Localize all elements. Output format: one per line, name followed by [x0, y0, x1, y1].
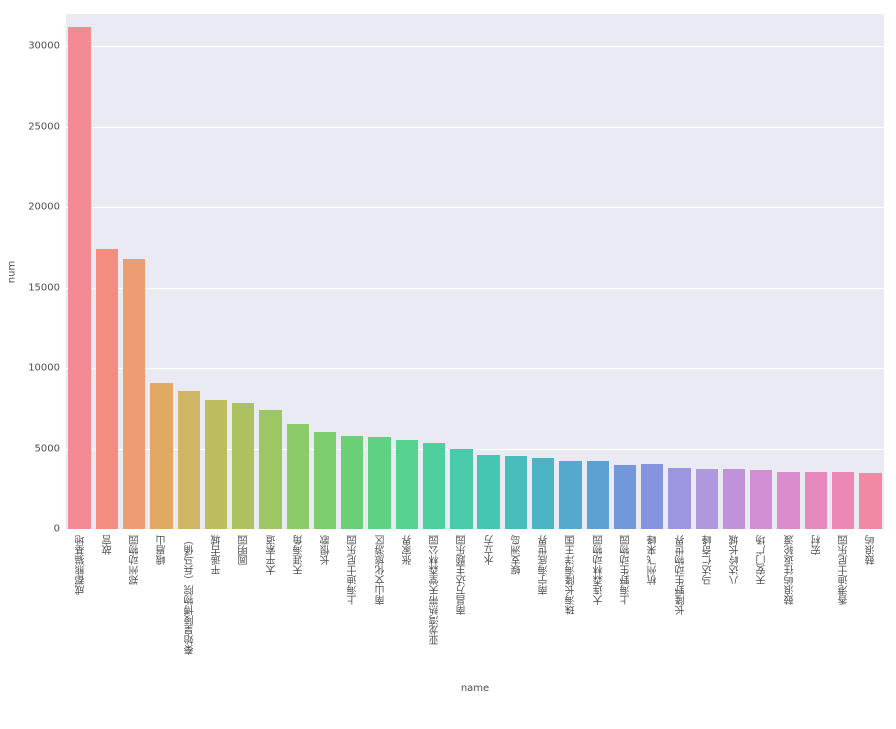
bar: [150, 383, 172, 529]
bar: [750, 470, 772, 529]
x-tick-label: 大连森林动物园: [592, 535, 607, 605]
gridline: [66, 368, 884, 369]
bar: [532, 458, 554, 529]
bar: [668, 468, 690, 529]
y-axis-label: num: [7, 260, 18, 282]
x-tick-label: 天涯海角: [292, 535, 307, 575]
x-tick-label: 圆明园: [237, 535, 252, 565]
gridline: [66, 127, 884, 128]
bar: [205, 400, 227, 529]
x-tick-label: 蜈支洲岛: [510, 535, 525, 575]
x-tick-label: 长隆野生动物世界: [674, 535, 689, 615]
y-tick-label: 5000: [35, 443, 66, 454]
gridline: [66, 46, 884, 47]
bar: [450, 449, 472, 529]
bar: [68, 27, 90, 529]
x-tick-label: 鼓浪屿往返轮渡: [783, 535, 798, 605]
x-tick-label: 南昌万达主题乐园: [455, 535, 470, 615]
bar: [96, 249, 118, 529]
y-tick-label: 25000: [28, 121, 66, 132]
bar: [859, 473, 881, 529]
y-tick-label: 10000: [28, 363, 66, 374]
bar: [777, 472, 799, 529]
gridline: [66, 529, 884, 530]
bar: [587, 461, 609, 529]
bar: [477, 455, 499, 529]
bar: [832, 472, 854, 529]
bar: [287, 424, 309, 529]
gridline: [66, 207, 884, 208]
x-tick-label: 上海野生动物园: [619, 535, 634, 605]
bar: [396, 440, 418, 529]
x-tick-label: 成都熊猫基地: [74, 535, 89, 595]
x-tick-label: 天安门广场: [755, 535, 770, 585]
x-tick-label: 水立方: [483, 535, 498, 565]
bar: [423, 443, 445, 529]
x-tick-label: 杭州飞来峰: [646, 535, 661, 585]
bar: [314, 432, 336, 529]
bar: [178, 391, 200, 529]
x-axis-label: name: [461, 683, 489, 694]
gridline: [66, 288, 884, 289]
figure: 050001000015000200002500030000 num name …: [0, 0, 896, 729]
x-tick-label: 张家界: [401, 535, 416, 565]
x-tick-label: 南宁海底世界: [537, 535, 552, 595]
bar: [259, 410, 281, 529]
x-tick-label: 故宫: [101, 535, 116, 555]
x-tick-label: 长恨歌: [319, 535, 334, 565]
bar: [641, 464, 663, 529]
x-tick-label: 平遥古城: [210, 535, 225, 575]
bar: [123, 259, 145, 529]
x-tick-label: 太平索道: [265, 535, 280, 575]
x-tick-label: 马达仁奇峰: [701, 535, 716, 585]
x-tick-label: 峨眉山: [155, 535, 170, 565]
bar: [805, 472, 827, 529]
bar: [614, 465, 636, 529]
bar: [723, 469, 745, 529]
x-tick-label: 珠海长隆海洋王国: [564, 535, 579, 615]
x-tick-label: 鼓浪屿: [864, 535, 879, 565]
x-tick-label: 八达岭长城: [728, 535, 743, 585]
x-tick-label: 秦始皇陵博物院（兵马俑）: [183, 535, 198, 655]
x-tick-label: 宏村: [810, 535, 825, 555]
bar: [559, 461, 581, 529]
bar: [341, 436, 363, 529]
bar: [368, 437, 390, 529]
x-tick-label: 上海迪士尼乐园: [346, 535, 361, 605]
bar: [505, 456, 527, 529]
x-tick-label: 亚龙湾热带天堂森林公园: [428, 535, 443, 645]
x-tick-label: 香港迪士尼乐园: [837, 535, 852, 605]
x-tick-label: 南山文化旅游区: [374, 535, 389, 605]
bar: [696, 469, 718, 529]
y-tick-label: 15000: [28, 282, 66, 293]
y-tick-label: 0: [54, 524, 66, 535]
plot-area: 050001000015000200002500030000: [66, 14, 884, 529]
bar: [232, 403, 254, 529]
x-tick-label: 郑州动物园: [128, 535, 143, 585]
y-tick-label: 30000: [28, 41, 66, 52]
y-tick-label: 20000: [28, 202, 66, 213]
